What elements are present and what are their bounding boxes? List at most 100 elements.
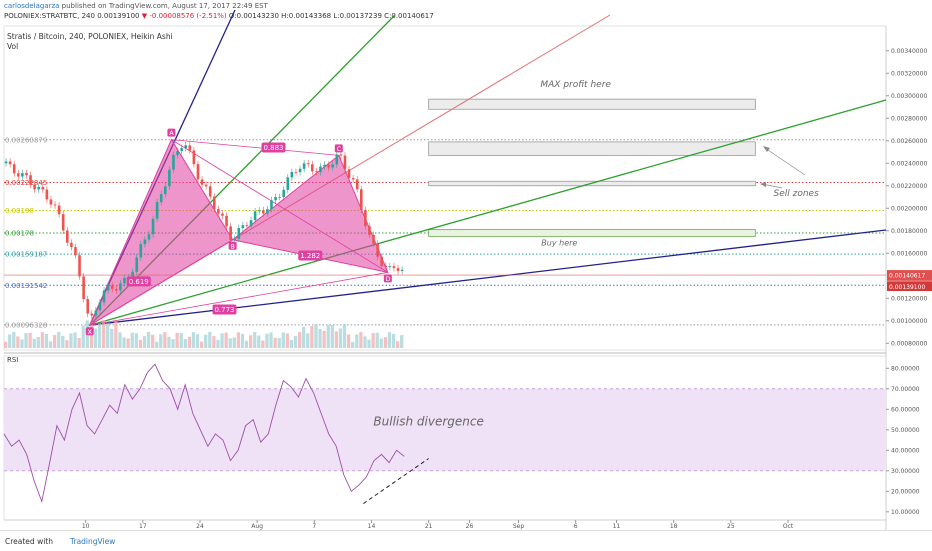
candle-body [290, 171, 294, 178]
pattern-xd-line [89, 271, 388, 326]
arrow-head-icon [760, 182, 766, 187]
candle-body [368, 226, 371, 235]
volume-bar [142, 336, 147, 348]
x-tick-label: Oct [783, 523, 794, 530]
candle-body [98, 302, 102, 311]
current-price-label: 0.00140617 [889, 273, 925, 280]
rsi-tick-label: 70.00000 [891, 386, 920, 393]
rsi-tick-label: 50.00000 [891, 427, 920, 434]
candle-body [192, 150, 196, 165]
volume-bar [387, 332, 392, 348]
candle-body [29, 175, 32, 185]
candle-body [282, 189, 286, 198]
volume-bar [347, 334, 351, 348]
candle-body [8, 161, 12, 165]
pattern-point-label: B [230, 242, 234, 250]
ratio-badge [298, 250, 323, 261]
last-price-label: 0.00139100 [889, 284, 925, 291]
volume-bar [61, 335, 65, 348]
candle-body [225, 215, 228, 227]
candle-body [388, 266, 392, 268]
candle-body [176, 150, 179, 155]
candle-body [172, 154, 175, 170]
candle-body [261, 210, 265, 214]
candle-body [217, 209, 220, 214]
published-text: published on TradingView.com, August 17,… [59, 2, 268, 10]
volume-bar [220, 333, 224, 348]
x-tick-label: 21 [425, 523, 433, 530]
ratio-badge [212, 304, 237, 315]
publish-line: carlosdelagarza published on TradingView… [4, 2, 268, 10]
candle-body [204, 184, 208, 187]
ratio-label: 0.773 [214, 306, 234, 314]
candle-body [241, 225, 245, 229]
rsi-tick-label: 40.00000 [891, 447, 920, 454]
volume-bar [212, 336, 216, 348]
candle-body [90, 313, 94, 316]
rsi-band [4, 388, 886, 471]
volume-bar [16, 336, 20, 348]
volume-bar [20, 339, 24, 348]
volume-bar [396, 341, 400, 348]
y-tick-label: 0.00160000 [891, 250, 927, 257]
x-tick-label: 10 [82, 523, 90, 530]
level-label: 0.00178 [5, 230, 34, 238]
candle-body [70, 242, 73, 248]
volume-bar [342, 324, 347, 348]
annotation-text: Sell zones [774, 189, 820, 199]
series-title: Stratis / Bitcoin, 240, POLONIEX, Heikin… [7, 32, 173, 41]
sell-zone-box [428, 98, 756, 110]
volume-bar [216, 339, 220, 348]
pattern-ad-line [171, 139, 389, 273]
candle-body [4, 161, 8, 164]
y-tick-label: 0.00260000 [891, 138, 927, 145]
candle-body [184, 145, 188, 149]
x-tick-label: 25 [727, 523, 735, 530]
volume-bar [261, 340, 265, 348]
volume-bar [391, 333, 396, 348]
candle-body [364, 209, 367, 227]
volume-bar [4, 342, 8, 348]
arrow-head-icon [763, 146, 770, 152]
pattern-point-label: A [169, 129, 174, 137]
rsi-line [3, 363, 405, 504]
volume-bar [289, 340, 294, 348]
ohlc-text: O:0.00143230 H:0.00143368 L:0.00137239 C… [228, 12, 434, 20]
candle-body [229, 226, 232, 241]
candle-body [315, 171, 318, 173]
change-text: -0.0000​8576 (-2.51%) [149, 12, 227, 20]
level-label: 0.00260879 [5, 136, 47, 144]
x-tick-label: 7 [312, 523, 316, 530]
x-tick-label: 14 [368, 523, 376, 530]
volume-bar [302, 326, 306, 348]
symbol-text: POLONIEX:STRATBTC, 240 [4, 12, 95, 20]
volume-bar [195, 334, 200, 348]
volume-bar [167, 336, 171, 348]
tradingview-logo[interactable]: TradingView [70, 537, 116, 546]
candle-body [82, 276, 85, 300]
volume-bar [285, 333, 290, 348]
volume-bar [134, 333, 138, 348]
candle-body [41, 186, 45, 190]
y-tick-label: 0.00300000 [891, 93, 927, 100]
volume-bar [12, 332, 16, 348]
y-tick-label: 0.00200000 [891, 205, 927, 212]
volume-bar [151, 334, 155, 348]
candle-body [310, 164, 314, 172]
volume-bar [183, 339, 187, 348]
volume-bar [57, 332, 61, 348]
x-tick-label: 24 [196, 523, 204, 530]
candle-body [53, 204, 57, 206]
author-link[interactable]: carlosdelagarza [4, 2, 60, 10]
candle-body [278, 196, 281, 198]
candle-body [298, 168, 302, 173]
candle-body [12, 164, 16, 174]
volume-bar [314, 324, 318, 348]
down-arrow-icon: ▼ [141, 12, 148, 20]
volume-bar [114, 321, 118, 348]
y-tick-label: 0.00220000 [891, 183, 927, 190]
x-tick-label: 18 [670, 523, 678, 530]
volume-bar [93, 328, 98, 348]
rsi-tick-label: 60.00000 [891, 406, 920, 413]
